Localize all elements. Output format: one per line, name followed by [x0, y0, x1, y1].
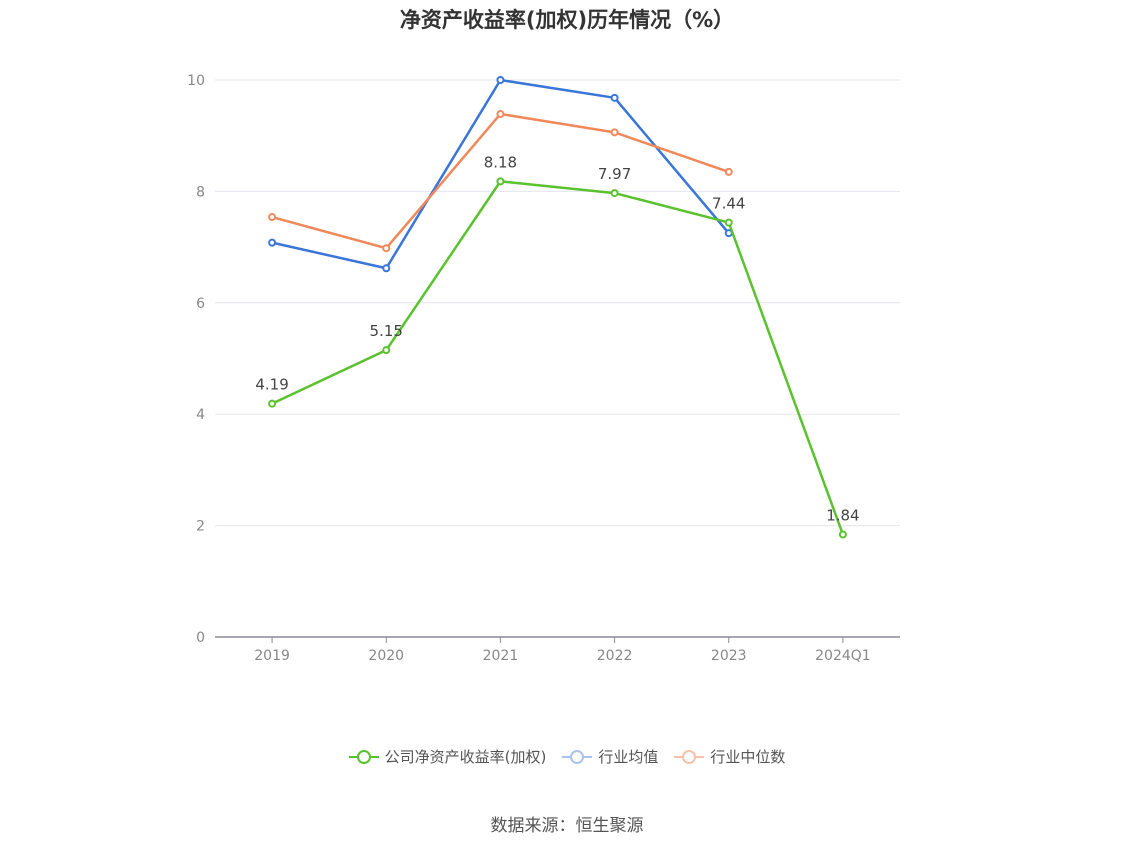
y-tick-label: 4	[196, 407, 205, 423]
legend-item-company[interactable]: 公司净资产收益率(加权)	[348, 746, 547, 767]
legend-swatch-industry-mean	[562, 747, 593, 767]
data-point[interactable]	[838, 530, 847, 539]
y-tick-label: 8	[196, 184, 205, 200]
data-point[interactable]	[382, 264, 391, 273]
x-tick-label: 2023	[711, 648, 747, 664]
series-lines	[268, 76, 847, 539]
data-label: 4.19	[255, 376, 288, 394]
grid-lines	[215, 79, 900, 527]
x-tick-label: 2021	[483, 648, 519, 664]
data-label: 5.15	[370, 322, 403, 340]
x-tick-label: 2019	[254, 648, 290, 664]
legend-label-company: 公司净资产收益率(加权)	[384, 748, 547, 766]
data-point[interactable]	[724, 167, 733, 176]
y-tick-label: 2	[196, 519, 205, 535]
data-point[interactable]	[610, 93, 619, 102]
data-point[interactable]	[724, 218, 733, 227]
data-label: 7.44	[712, 195, 745, 213]
data-point[interactable]	[268, 399, 277, 408]
legend-swatch-company	[348, 747, 379, 767]
y-tick-label: 0	[196, 630, 205, 646]
x-tick-label: 2020	[368, 648, 404, 664]
source-text: 数据来源：恒生聚源	[490, 816, 644, 836]
legend-label-industry-median: 行业中位数	[710, 748, 786, 766]
data-point[interactable]	[382, 244, 391, 253]
y-tick-label: 6	[196, 296, 205, 312]
data-point[interactable]	[496, 177, 505, 186]
x-tick-label: 2022	[597, 648, 633, 664]
legend: 公司净资产收益率(加权) 行业均值 行业中位数	[0, 746, 1134, 767]
data-point[interactable]	[496, 109, 505, 118]
axes: 0 2 4 6 8 10 2019 2020 2021 2022 2023 2024Q1	[187, 73, 900, 664]
x-tick-label: 2024Q1	[815, 648, 871, 664]
legend-swatch-industry-median	[674, 747, 705, 767]
data-point[interactable]	[382, 346, 391, 355]
y-tick-label: 10	[187, 73, 205, 89]
data-point[interactable]	[610, 128, 619, 137]
series-line-0	[271, 180, 845, 535]
data-label: 8.18	[484, 153, 517, 171]
data-labels: 4.19 5.15 8.18 7.97 7.44 1.84	[255, 153, 859, 524]
data-label: 7.97	[598, 165, 631, 183]
data-label: 1.84	[826, 507, 859, 525]
series-line-1	[271, 78, 730, 270]
legend-item-industry-median[interactable]: 行业中位数	[674, 746, 785, 767]
data-point[interactable]	[268, 213, 277, 222]
legend-label-industry-mean: 行业均值	[598, 748, 659, 766]
data-point[interactable]	[496, 76, 505, 84]
data-point[interactable]	[268, 238, 277, 247]
chart-title: 净资产收益率(加权)历年情况（%）	[399, 8, 735, 32]
legend-item-industry-mean[interactable]: 行业均值	[562, 746, 658, 767]
data-point[interactable]	[610, 189, 619, 198]
